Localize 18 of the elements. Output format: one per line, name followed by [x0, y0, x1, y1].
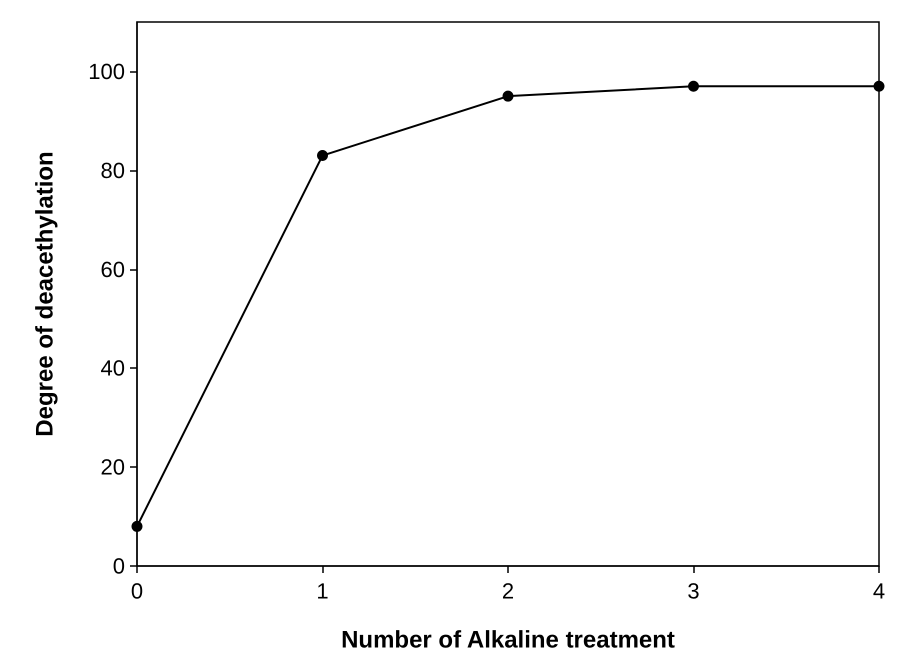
- x-tick-label: 0: [130, 578, 144, 604]
- y-axis-title: Degree of deacethylation: [32, 151, 58, 437]
- point: [874, 80, 884, 92]
- x-axis-title: Number of Alkaline treatment: [341, 626, 675, 654]
- y-tick-label: 40: [100, 356, 125, 381]
- x-tick-label: 1: [316, 578, 329, 604]
- x-tick-label: 3: [687, 578, 700, 604]
- y-tick-label: 0: [112, 554, 125, 578]
- point: [317, 150, 328, 162]
- x-tick-label: 4: [872, 578, 886, 604]
- y-tick-label: 60: [100, 256, 125, 282]
- point: [688, 80, 699, 92]
- point: [502, 90, 514, 102]
- y-tick-label: 100: [88, 58, 125, 84]
- y-tick-label: 20: [100, 454, 125, 480]
- point: [132, 520, 142, 532]
- y-tick-label: 80: [100, 158, 125, 183]
- x-tick-label: 2: [502, 578, 514, 604]
